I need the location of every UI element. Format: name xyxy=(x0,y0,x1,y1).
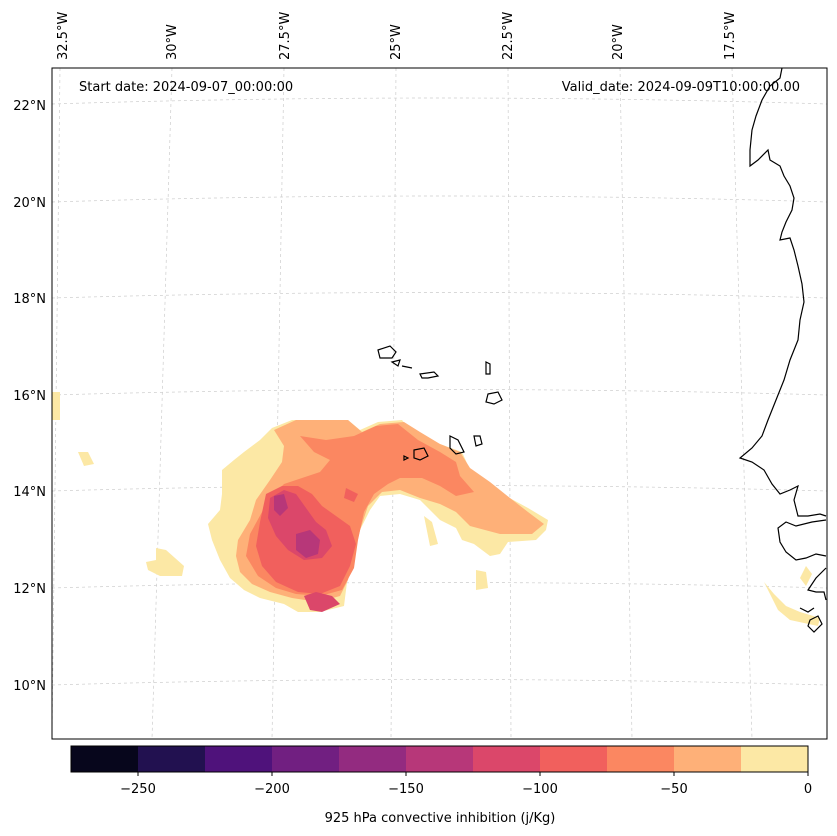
lat-label: 18°N xyxy=(13,292,46,307)
colorbar-frame xyxy=(70,745,809,773)
lat-label: 12°N xyxy=(13,582,46,597)
contour-patch-west-2 xyxy=(78,452,94,466)
lon-label: 30°W xyxy=(165,24,180,60)
colorbar-tick-label: −100 xyxy=(522,782,558,797)
colorbar-segment xyxy=(473,746,540,772)
lon-label: 27.5°W xyxy=(278,12,293,60)
lon-label: 22.5°W xyxy=(501,12,516,60)
lon-label: 17.5°W xyxy=(723,12,738,60)
cape-verde-sao-vicente xyxy=(390,359,401,367)
cin-contours xyxy=(52,392,820,626)
colorbar-segment xyxy=(339,746,406,772)
cape-verde-maio xyxy=(473,435,483,447)
cape-verde-sao-nicolau xyxy=(401,365,440,379)
cape-verde-boa-vista xyxy=(485,391,503,405)
contour-patch-center xyxy=(424,516,438,546)
contour-patch-coast xyxy=(764,582,820,626)
latitude-labels: 22°N 20°N 18°N 16°N 14°N 12°N 10°N xyxy=(13,99,46,694)
africa-coast-south xyxy=(777,519,827,561)
colorbar-segment xyxy=(540,746,607,772)
colorbar-ticks: −250 −200 −150 −100 −50 0 xyxy=(120,772,812,797)
map-frame xyxy=(51,67,828,740)
bijagos-islands xyxy=(799,607,823,633)
colorbar-segment xyxy=(406,746,473,772)
lon-label: 25°W xyxy=(389,24,404,60)
contour-patch-west-3 xyxy=(146,548,184,576)
colorbar-tick-label: 0 xyxy=(804,782,812,797)
colorbar-segment xyxy=(607,746,674,772)
contour-patch-coast-2 xyxy=(800,566,812,586)
contour-core xyxy=(296,530,320,558)
lon-label: 32.5°W xyxy=(56,12,71,60)
map-background xyxy=(52,68,827,739)
cape-verde-sal xyxy=(485,361,491,375)
colorbar-segment xyxy=(741,746,808,772)
contour-patch-upper-dark xyxy=(344,488,358,502)
colorbar-segment xyxy=(272,746,339,772)
africa-coast-guinea xyxy=(807,567,827,601)
colorbar-segment xyxy=(205,746,272,772)
start-date-label: Start date: 2024-09-07_00:00:00 xyxy=(79,80,293,95)
lat-label: 14°N xyxy=(13,485,46,500)
colorbar-tick-label: −200 xyxy=(254,782,290,797)
colorbar-segment xyxy=(674,746,741,772)
lat-label: 10°N xyxy=(13,679,46,694)
cape-verde-santo-antao xyxy=(377,345,397,359)
cape-verde-fogo xyxy=(413,447,429,461)
lat-label: 20°N xyxy=(13,196,46,211)
colorbar-segment xyxy=(138,746,205,772)
contour-patch-south xyxy=(476,570,488,590)
cape-verde-santiago xyxy=(449,435,465,455)
graticule xyxy=(51,67,828,740)
colorbar-label: 925 hPa convective inhibition (j/Kg) xyxy=(325,811,556,826)
lon-label: 20°W xyxy=(611,24,626,60)
colorbar-tick-label: −50 xyxy=(660,782,687,797)
colorbar-tick-label: −250 xyxy=(120,782,156,797)
contour-patch-west-1 xyxy=(52,392,60,420)
contour-patch-south-tip xyxy=(304,592,340,612)
africa-coast xyxy=(738,67,827,517)
valid-date-label: Valid_date: 2024-09-09T10:00:00.00 xyxy=(562,80,800,95)
colorbar xyxy=(70,745,809,773)
coastlines xyxy=(377,67,827,633)
colorbar-tick-label: −150 xyxy=(388,782,424,797)
cape-verde-brava xyxy=(403,455,410,461)
contour-band-minus150-minus125 xyxy=(274,494,288,516)
lat-label: 16°N xyxy=(13,389,46,404)
colorbar-segment xyxy=(71,746,138,772)
longitude-labels: 32.5°W 30°W 27.5°W 25°W 22.5°W 20°W 17.5… xyxy=(56,12,738,60)
lat-label: 22°N xyxy=(13,99,46,114)
